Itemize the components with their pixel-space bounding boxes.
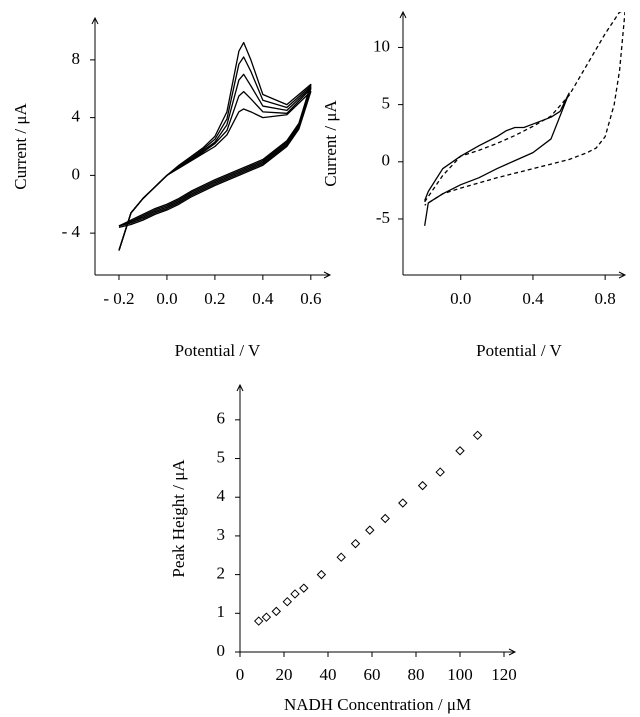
- y-axis-title: Peak Height / μA: [169, 459, 188, 578]
- x-tick-label: 120: [491, 665, 517, 684]
- cv-curve: [424, 12, 625, 206]
- y-tick-label: -5: [376, 208, 390, 227]
- x-tick-label: 20: [276, 665, 293, 684]
- x-tick-label: 0.8: [595, 289, 616, 308]
- chart: - 0.2 0.0 0.2 0.4 0.6 - 4 0 4 8 Potential / V Curr…: [11, 16, 332, 360]
- y-tick-label: 4: [217, 486, 226, 505]
- x-tick-label: 0.4: [252, 289, 274, 308]
- y-tick-label: 0: [382, 151, 391, 170]
- x-tick-label: 80: [408, 665, 425, 684]
- data-point: [398, 498, 408, 508]
- x-tick-label: 0.0: [450, 289, 471, 308]
- y-tick-label: - 4: [62, 222, 81, 241]
- y-tick-label: 5: [217, 447, 226, 466]
- y-axis-title: Current / μA: [11, 103, 30, 190]
- y-tick-label: 0: [217, 641, 226, 660]
- x-axis-title: NADH Concentration / μM: [284, 695, 471, 714]
- x-axis-arrow: [618, 271, 627, 279]
- y-axis-arrow: [91, 16, 99, 25]
- x-tick-label: 0: [236, 665, 245, 684]
- x-tick-label: 0.6: [300, 289, 321, 308]
- data-point: [253, 616, 264, 626]
- y-axis-title: Current / μA: [321, 100, 340, 187]
- x-axis-arrow: [323, 271, 332, 279]
- y-tick-label: 3: [217, 525, 226, 544]
- cv-curve: [118, 90, 312, 251]
- data-point: [261, 612, 272, 622]
- plot-area: [253, 430, 483, 626]
- x-axis-title: Potential / V: [175, 341, 261, 360]
- x-axis-arrow: [508, 648, 517, 656]
- data-point: [380, 513, 390, 524]
- x-tick-label: 0.4: [522, 289, 544, 308]
- y-tick-label: 5: [382, 94, 391, 113]
- plot-area: [424, 12, 625, 226]
- data-point: [316, 569, 327, 580]
- data-point: [271, 606, 282, 617]
- chart: 0.0 0.4 0.8 -5 0 5 10 Potential / V Current / μA: [321, 10, 627, 360]
- y-tick-label: 6: [217, 409, 226, 428]
- data-point: [455, 446, 465, 456]
- x-tick-label: 100: [447, 665, 473, 684]
- y-axis-arrow: [236, 383, 244, 392]
- x-tick-label: 40: [320, 665, 337, 684]
- y-tick-label: 10: [373, 36, 390, 55]
- cv-curve: [118, 88, 312, 251]
- data-point: [365, 525, 375, 535]
- x-tick-label: 0.0: [156, 289, 177, 308]
- data-point: [350, 538, 361, 549]
- x-tick-label: 0.2: [204, 289, 225, 308]
- x-tick-label: - 0.2: [103, 289, 134, 308]
- y-tick-label: 8: [72, 49, 81, 68]
- y-axis-arrow: [399, 10, 407, 19]
- cv-curve: [424, 92, 570, 226]
- data-point: [472, 430, 483, 441]
- cv-curve: [118, 56, 312, 251]
- x-tick-label: 60: [364, 665, 381, 684]
- cv-curve: [118, 73, 312, 251]
- data-point: [435, 467, 445, 477]
- y-tick-label: 0: [72, 164, 81, 183]
- data-point: [299, 583, 309, 593]
- plot-area: [118, 41, 312, 251]
- y-tick-label: 1: [217, 602, 226, 621]
- data-point: [417, 480, 428, 491]
- data-point: [290, 589, 300, 599]
- data-point: [336, 552, 346, 562]
- y-tick-label: 4: [72, 107, 81, 126]
- data-point: [282, 596, 293, 607]
- y-tick-label: 2: [217, 564, 226, 583]
- chart: 0 20 40 60 80 100 120 0 1 2 3 4 5 6 NADH Concentration…: [169, 383, 517, 714]
- x-axis-title: Potential / V: [476, 341, 562, 360]
